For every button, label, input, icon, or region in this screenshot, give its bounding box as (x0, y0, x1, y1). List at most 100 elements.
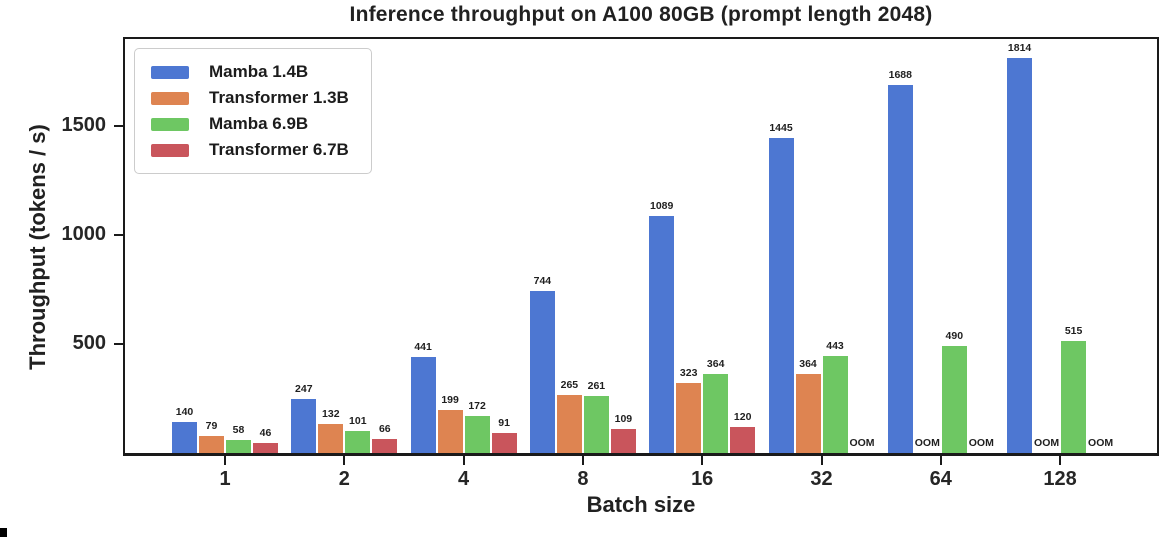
bar-mamba-6.9b-batch-16 (703, 373, 729, 453)
x-tick-mark (581, 456, 584, 465)
legend-label: Transformer 1.3B (209, 88, 349, 107)
legend-swatch (151, 117, 189, 131)
chart-title: Inference throughput on A100 80GB (promp… (349, 3, 933, 26)
bar-value-label: 443 (826, 340, 844, 353)
y-tick-label: 500 (72, 332, 106, 355)
bar-mamba-6.9b-batch-128 (1061, 340, 1087, 453)
bar-value-label: 1445 (769, 122, 793, 135)
bar-mamba-1.4b-batch-16 (649, 215, 675, 453)
bar-mamba-1.4b-batch-128 (1007, 57, 1033, 453)
x-tick-mark (701, 456, 704, 465)
bar-transformer-6.7b-batch-8 (610, 429, 636, 453)
oom-label: OOM (914, 437, 940, 449)
bar-value-label: 58 (232, 424, 245, 437)
y-tick-mark (114, 343, 123, 346)
bar-transformer-6.7b-batch-1 (253, 442, 278, 453)
bar-mamba-6.9b-batch-8 (583, 396, 609, 453)
x-tick-label: 1 (219, 468, 231, 490)
bar-value-label: 109 (614, 413, 633, 426)
oom-label: OOM (1034, 437, 1060, 449)
bar-value-label: 515 (1064, 324, 1083, 337)
legend-label: Transformer 6.7B (209, 140, 349, 159)
bar-value-label: 79 (205, 419, 218, 432)
bar-value-label: 46 (259, 426, 272, 439)
x-tick-label: 2 (338, 468, 350, 490)
x-tick-mark (820, 456, 823, 465)
bar-value-label: 265 (560, 379, 579, 392)
bar-mamba-1.4b-batch-4 (410, 356, 436, 453)
bar-transformer-6.7b-batch-16 (730, 426, 756, 453)
bar-value-label: 140 (175, 406, 194, 419)
bar-transformer-6.7b-batch-2 (372, 438, 398, 453)
bar-transformer-1.3b-batch-32 (795, 373, 821, 453)
bar-value-label: 247 (295, 383, 313, 396)
legend: Mamba 1.4B Transformer 1.3B Mamba 6.9B Tran… (134, 48, 372, 174)
bar-value-label: 1089 (650, 199, 674, 212)
legend-item: Mamba 6.9B (151, 111, 355, 137)
bar-value-label: 120 (733, 410, 752, 423)
x-axis-label: Batch size (586, 492, 696, 517)
bar-mamba-6.9b-batch-64 (941, 346, 967, 453)
legend-item: Transformer 1.3B (151, 85, 355, 111)
x-tick-mark (939, 456, 942, 465)
plot-area-frame (123, 37, 1159, 456)
legend-swatch (151, 143, 189, 157)
x-tick-mark (462, 456, 465, 465)
legend-label: Mamba 6.9B (209, 114, 309, 133)
legend-item: Mamba 1.4B (151, 59, 355, 85)
bar-mamba-6.9b-batch-32 (822, 356, 848, 453)
x-tick-label: 32 (810, 468, 833, 490)
x-tick-label: 8 (577, 468, 589, 490)
bar-value-label: 744 (533, 274, 552, 287)
oom-label: OOM (849, 437, 875, 449)
bar-value-label: 1688 (888, 69, 912, 82)
legend-item: Transformer 6.7B (151, 137, 355, 163)
oom-label: OOM (968, 437, 994, 449)
screenshot-artifact (0, 528, 7, 537)
y-tick-label: 1500 (61, 114, 107, 137)
bar-transformer-1.3b-batch-2 (318, 424, 344, 453)
x-tick-mark (1059, 456, 1062, 465)
x-tick-label: 16 (691, 468, 714, 490)
bar-value-label: 364 (799, 357, 817, 370)
bar-transformer-1.3b-batch-4 (437, 409, 463, 453)
bar-mamba-6.9b-batch-2 (345, 430, 371, 453)
bar-mamba-1.4b-batch-2 (291, 399, 317, 453)
x-tick-mark (224, 456, 226, 465)
x-tick-label: 128 (1043, 468, 1077, 490)
bar-value-label: 261 (587, 380, 606, 393)
bar-value-label: 91 (498, 417, 510, 430)
bar-value-label: 101 (349, 414, 367, 427)
bar-value-label: 132 (322, 408, 340, 421)
bar-mamba-1.4b-batch-1 (172, 422, 197, 453)
bar-mamba-1.4b-batch-64 (887, 85, 913, 453)
bar-value-label: 323 (679, 366, 698, 379)
legend-label: Mamba 1.4B (209, 62, 309, 81)
bar-transformer-1.3b-batch-1 (199, 435, 224, 453)
bar-mamba-6.9b-batch-4 (464, 415, 490, 453)
bar-value-label: 66 (378, 422, 391, 435)
x-tick-mark (343, 456, 346, 465)
bar-value-label: 490 (945, 330, 964, 343)
bar-mamba-6.9b-batch-1 (226, 440, 251, 453)
legend-swatch (151, 91, 189, 105)
x-tick-label: 64 (929, 468, 952, 490)
bar-value-label: 364 (706, 357, 725, 370)
bar-value-label: 199 (441, 393, 459, 406)
y-tick-mark (114, 125, 123, 128)
bar-mamba-1.4b-batch-32 (768, 138, 794, 453)
bar-transformer-6.7b-batch-4 (491, 433, 517, 453)
x-tick-label: 4 (458, 468, 470, 490)
legend-swatch (151, 65, 189, 79)
oom-label: OOM (1088, 437, 1114, 449)
bar-value-label: 172 (468, 399, 486, 412)
bar-transformer-1.3b-batch-8 (556, 395, 582, 453)
bar-transformer-1.3b-batch-16 (676, 382, 702, 453)
bar-mamba-1.4b-batch-8 (529, 290, 555, 453)
y-axis-label: Throughput (tokens / s) (25, 124, 50, 370)
bar-value-label: 441 (414, 340, 432, 353)
bar-value-label: 1814 (1007, 41, 1032, 54)
y-tick-mark (114, 234, 123, 237)
y-tick-label: 1000 (61, 223, 107, 246)
